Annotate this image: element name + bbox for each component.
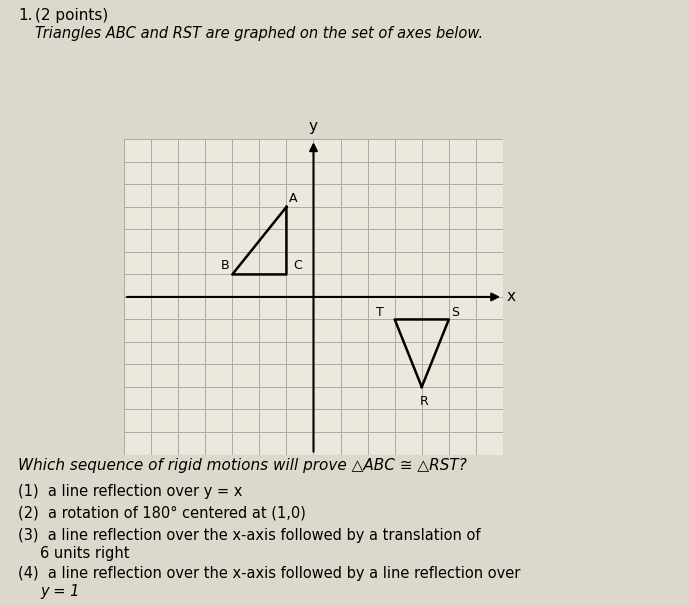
Text: A: A: [289, 191, 298, 205]
Text: Triangles ABC and RST are graphed on the set of axes below.: Triangles ABC and RST are graphed on the…: [35, 26, 483, 41]
Text: (1)  a line reflection over y = x: (1) a line reflection over y = x: [18, 484, 243, 499]
Text: T: T: [376, 307, 384, 319]
Text: S: S: [451, 307, 460, 319]
Text: B: B: [221, 259, 229, 272]
Text: y: y: [309, 119, 318, 134]
Text: x: x: [507, 290, 516, 304]
Text: R: R: [420, 395, 429, 408]
Text: Which sequence of rigid motions will prove △ABC ≅ △RST?: Which sequence of rigid motions will pro…: [18, 458, 467, 473]
Text: y = 1: y = 1: [40, 584, 79, 599]
Text: 1.: 1.: [18, 8, 32, 23]
Text: (2)  a rotation of 180° centered at (1,0): (2) a rotation of 180° centered at (1,0): [18, 506, 306, 521]
Text: C: C: [294, 259, 302, 272]
Text: (2 points): (2 points): [35, 8, 108, 23]
Text: (4)  a line reflection over the x-axis followed by a line reflection over: (4) a line reflection over the x-axis fo…: [18, 566, 520, 581]
Text: (3)  a line reflection over the x-axis followed by a translation of: (3) a line reflection over the x-axis fo…: [18, 528, 480, 543]
Text: 6 units right: 6 units right: [40, 546, 130, 561]
